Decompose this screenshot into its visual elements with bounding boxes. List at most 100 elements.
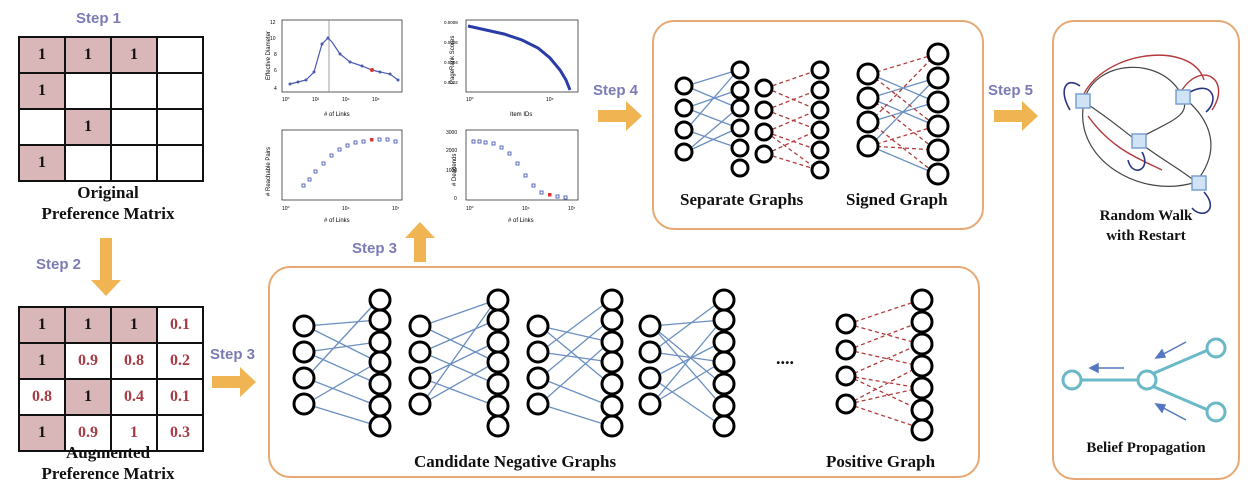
matrix-row: 1 0.9 0.8 0.2	[18, 342, 204, 380]
matrix-cell	[156, 108, 204, 146]
matrix-cell: 0.8	[18, 378, 66, 416]
svg-text:10²: 10²	[312, 97, 320, 103]
candidate-graph-3	[539, 299, 611, 427]
svg-text:0.0002: 0.0002	[444, 80, 458, 85]
ellipsis-label: ....	[776, 348, 794, 368]
belief-propagation-label: Belief Propagation	[1086, 440, 1206, 456]
svg-text:10⁴: 10⁴	[342, 206, 350, 212]
matrix-cell: 1	[64, 36, 112, 74]
step3-left-label: Step 3	[210, 346, 256, 363]
plot3-xlabel: # of Links	[324, 218, 350, 224]
plot-deadends: # Deadends # of Links 3000 2000 1000 0 10⁰…	[446, 129, 579, 224]
matrix-cell	[156, 72, 204, 110]
matrix-row: 1 0.9 1 0.3	[18, 414, 204, 452]
svg-text:10⁰: 10⁰	[466, 206, 474, 212]
step2-label: Step 2	[36, 256, 82, 273]
step3-up-label: Step 3	[352, 240, 398, 257]
plot-pagerank-scores: PageRank Scores Item IDs 0.0008 0.0006 0.…	[444, 19, 579, 118]
svg-text:10: 10	[270, 36, 276, 42]
rwr-graph	[1063, 54, 1220, 214]
bp-message-arrows	[1088, 341, 1187, 421]
candidate-graph-2	[421, 299, 497, 407]
svg-text:4: 4	[274, 86, 277, 92]
matrix-cell: 1	[18, 36, 66, 74]
signed-graph-positive-edges	[869, 73, 937, 175]
matrix-cell: 0.1	[156, 306, 204, 344]
matrix-cell: 1	[110, 414, 158, 452]
svg-text:0.0008: 0.0008	[444, 20, 458, 25]
svg-text:10⁷: 10⁷	[392, 206, 400, 212]
matrix-row: 0.8 1 0.4 0.1	[18, 378, 204, 416]
candidate-graph-4	[651, 299, 723, 427]
matrix-cell: 1	[64, 306, 112, 344]
svg-text:10⁰: 10⁰	[282, 206, 290, 212]
svg-text:0: 0	[454, 196, 457, 202]
down-arrow	[91, 238, 121, 296]
signed-graph-label: Signed Graph	[846, 190, 948, 209]
signed-graph-negative-edges	[869, 53, 937, 175]
step1-label: Step 1	[76, 10, 122, 27]
right-arrow-step4	[598, 101, 642, 131]
matrix-cell: 0.3	[156, 414, 204, 452]
plot1-xlabel: # of Links	[324, 112, 350, 118]
candidate-negative-graphs-label: Candidate Negative Graphs	[414, 452, 617, 471]
svg-text:1000: 1000	[446, 168, 457, 174]
separate-graph-negative	[765, 69, 819, 171]
matrix-cell: 1	[110, 306, 158, 344]
svg-text:10⁴: 10⁴	[342, 97, 350, 103]
positive-graph-label: Positive Graph	[826, 452, 936, 471]
separate-graph-positive	[685, 69, 739, 153]
matrix-cell	[64, 72, 112, 110]
svg-text:10⁶: 10⁶	[372, 97, 380, 103]
separate-graphs-label: Separate Graphs	[680, 190, 804, 209]
candidate-graph-1	[305, 299, 379, 427]
matrix-row: 1	[18, 144, 204, 182]
augmented-preference-matrix: 1 1 1 0.1 1 0.9 0.8 0.2 0.8 1 0.4 0.1 1 0.9 1 0.3	[18, 306, 204, 452]
plot-reachable-pairs: # Reachable Pairs # of Links 10⁰ 10⁴ 10⁷	[266, 129, 403, 224]
matrix-cell	[64, 144, 112, 182]
matrix-row: 1	[18, 72, 204, 110]
rwr-label-2: with Restart	[1106, 228, 1186, 244]
belief-propagation-graph	[1061, 337, 1227, 423]
plot1-ylabel: Effective Diameter	[266, 31, 272, 80]
inference-panel	[1052, 20, 1240, 480]
matrix-cell: 1	[64, 108, 112, 146]
matrix-cell: 1	[18, 414, 66, 452]
matrix-cell: 0.9	[64, 342, 112, 380]
right-arrow-step3	[212, 367, 256, 397]
candidate-graphs-panel	[268, 266, 980, 478]
positive-graph-edges	[847, 299, 921, 429]
inference-drawing	[1061, 54, 1227, 423]
plot2-xlabel: Item IDs	[510, 112, 532, 118]
matrix-row: 1 1 1 0.1	[18, 306, 204, 344]
matrix-cell: 0.8	[110, 342, 158, 380]
svg-text:2000: 2000	[446, 148, 457, 154]
matrix-cell	[110, 72, 158, 110]
matrix-row: 1	[18, 108, 204, 146]
matrix-cell: 0.1	[156, 378, 204, 416]
svg-text:0.0004: 0.0004	[444, 60, 458, 65]
original-matrix-caption-2: Preference Matrix	[41, 204, 175, 223]
right-arrow-step5	[994, 101, 1038, 131]
signed-graph-drawing	[674, 42, 950, 186]
matrix-cell	[156, 36, 204, 74]
augmented-matrix-caption-1: Augmented	[65, 443, 151, 462]
step5-label: Step 5	[988, 82, 1034, 99]
plots-area: Effective Diameter # of Links 12 10 8 6 4 1…	[266, 19, 579, 224]
svg-text:8: 8	[274, 52, 277, 58]
svg-text:6: 6	[274, 68, 277, 74]
rwr-label-1: Random Walk	[1099, 208, 1193, 224]
matrix-cell	[110, 108, 158, 146]
plot3-ylabel: # Reachable Pairs	[266, 147, 272, 196]
matrix-cell: 1	[64, 378, 112, 416]
step4-label: Step 4	[593, 82, 639, 99]
svg-text:3000: 3000	[446, 130, 457, 136]
matrix-cell: 1	[18, 306, 66, 344]
matrix-cell: 1	[110, 36, 158, 74]
svg-text:0.0006: 0.0006	[444, 40, 458, 45]
original-matrix-caption-1: Original	[77, 183, 139, 202]
matrix-cell: 0.4	[110, 378, 158, 416]
svg-text:10⁰: 10⁰	[466, 97, 474, 103]
signed-graph-panel	[652, 20, 984, 230]
